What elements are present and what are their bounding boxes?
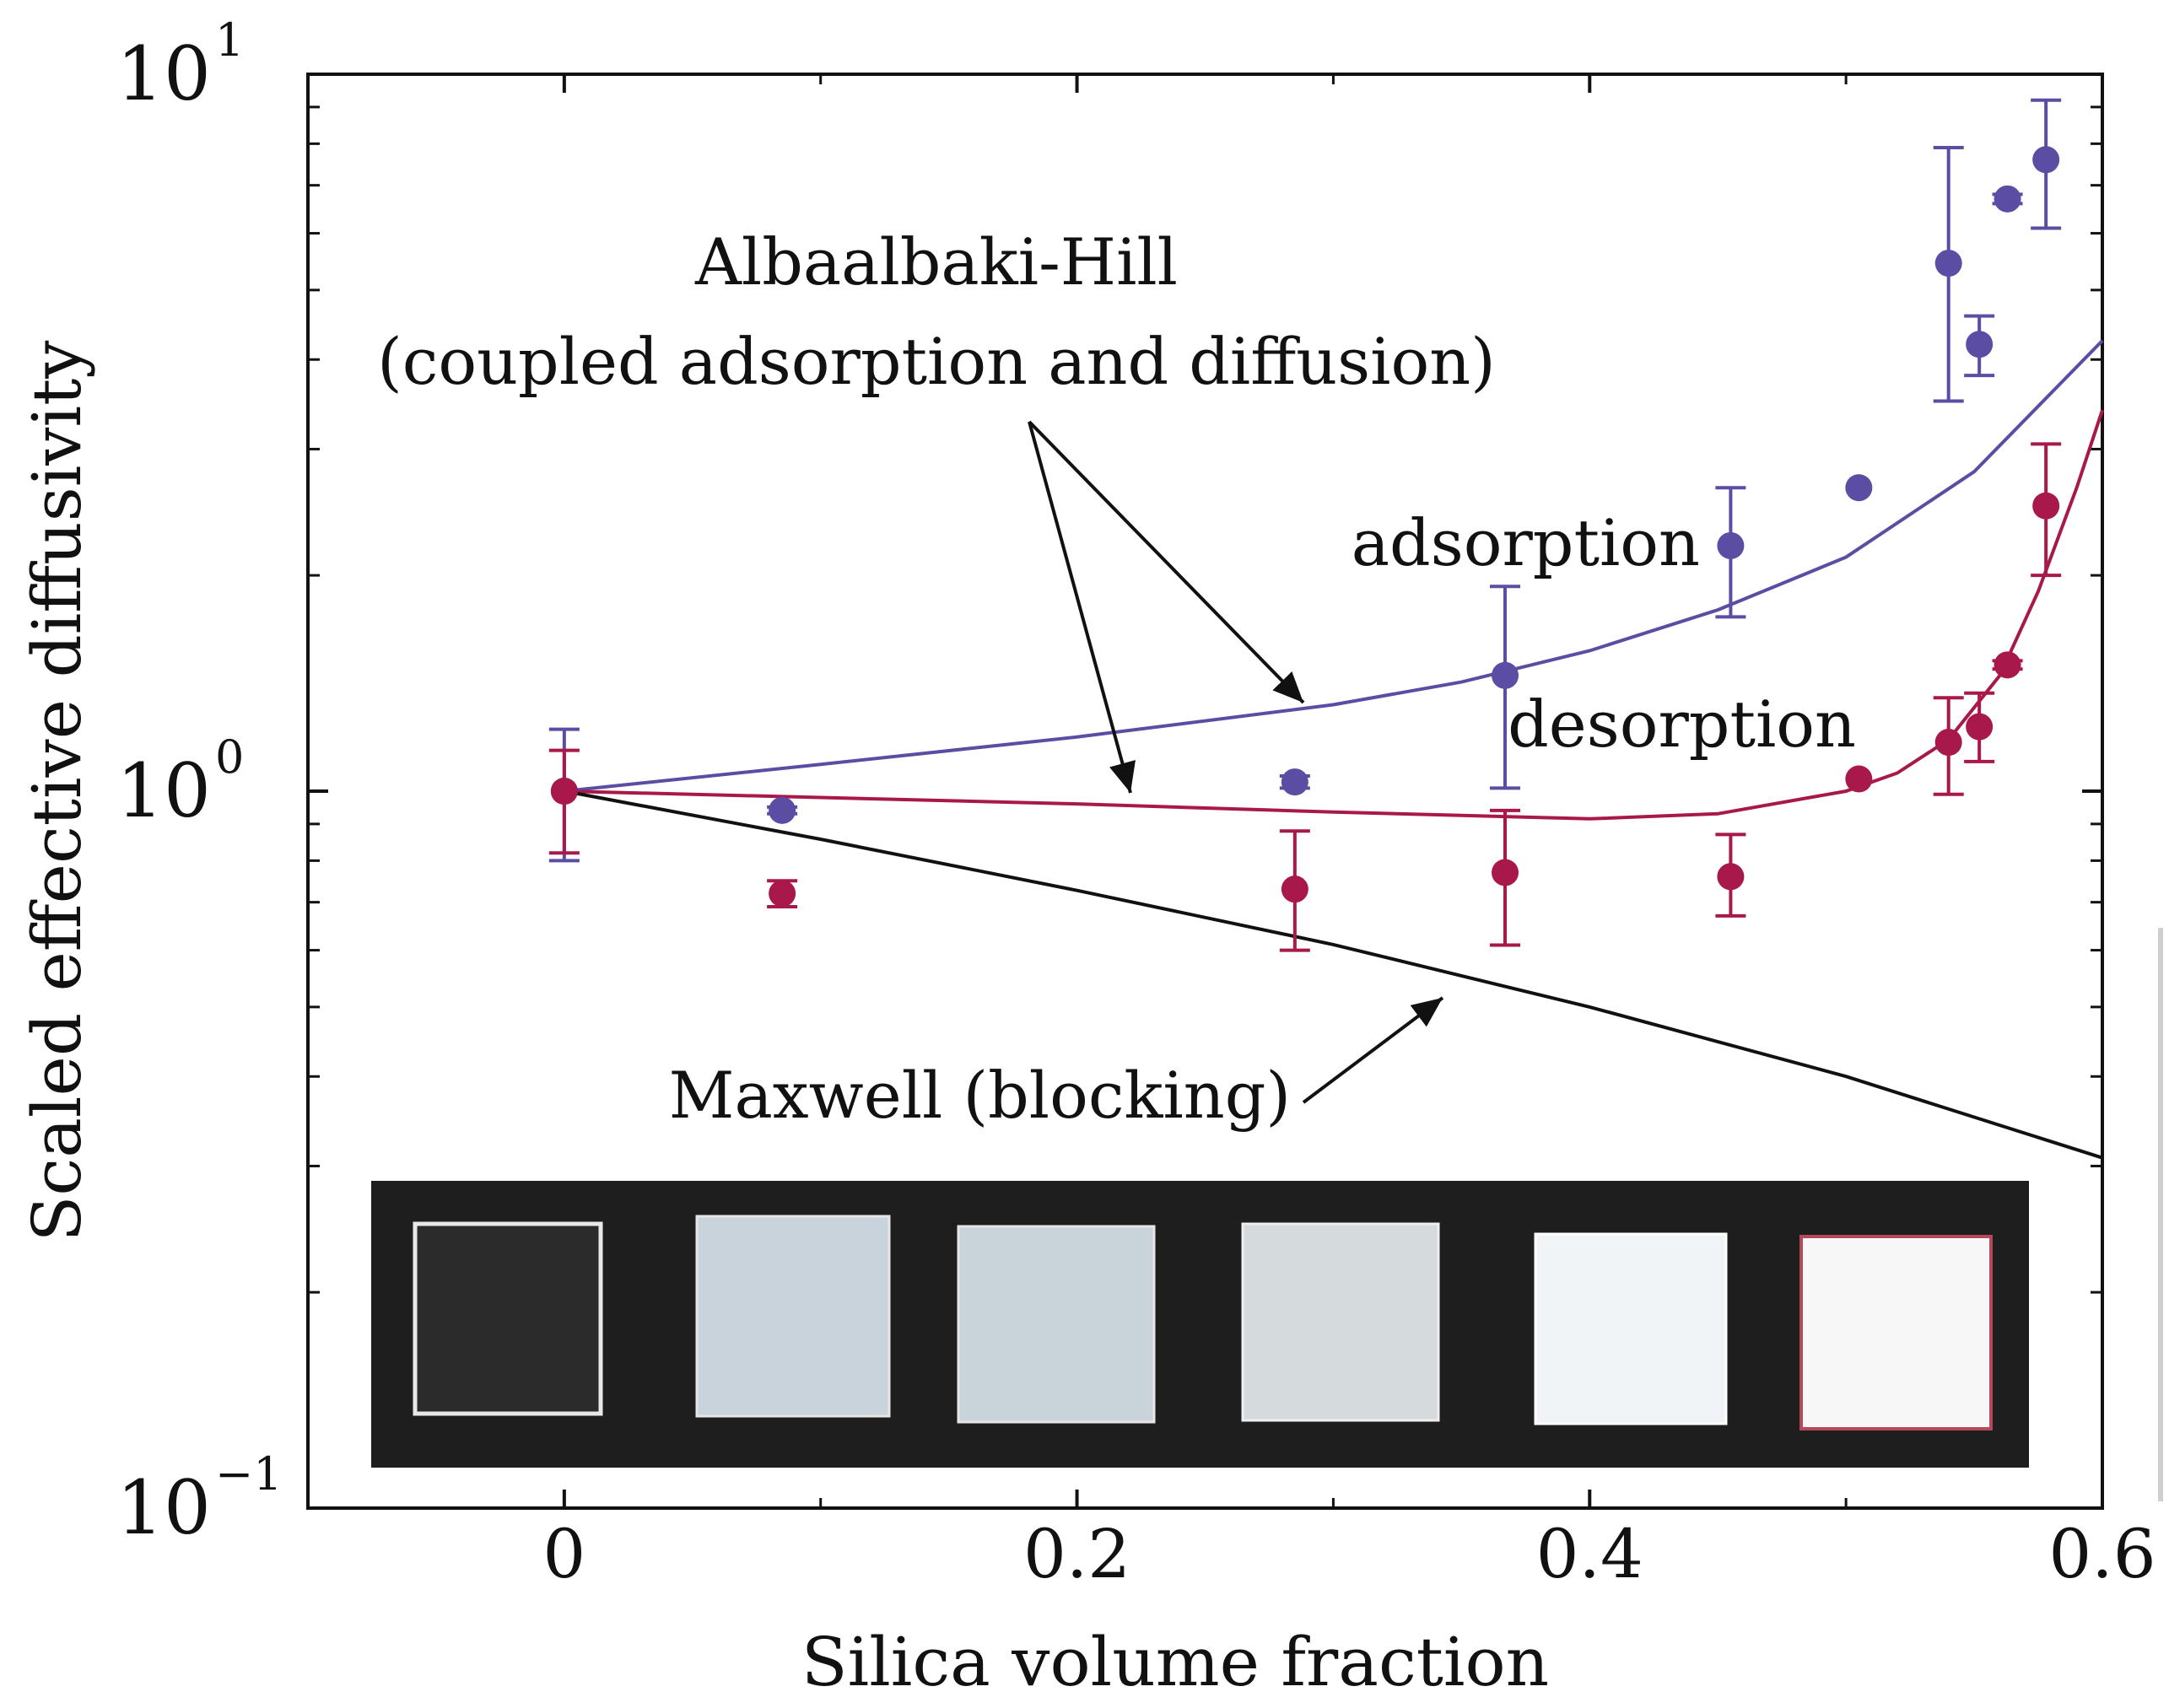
adsorption-data-point <box>1966 331 1994 358</box>
adsorption-data-point <box>1281 768 1308 796</box>
x-tick-label: 0.4 <box>1536 1515 1643 1593</box>
adsorption-data-point <box>1492 661 1519 689</box>
adsorption-model-curve <box>564 339 2104 793</box>
desorption-data-point <box>2032 492 2060 520</box>
desorption-data-point <box>1717 863 1745 891</box>
adsorption-data-point <box>1994 185 2021 213</box>
sample-square-3 <box>957 1225 1156 1424</box>
annotation-maxwell: Maxwell (blocking) <box>669 1058 1291 1133</box>
adsorption-data-point <box>1717 531 1745 559</box>
arrow-to-maxwell-curve <box>1302 996 1444 1104</box>
minor-ticks <box>306 74 2102 1508</box>
adsorption-data-point <box>1934 250 1962 277</box>
maxwell-model-curve <box>564 789 2103 1160</box>
desorption-data-point <box>1994 651 2021 679</box>
x-tick-label: 0.2 <box>1023 1515 1130 1593</box>
sample-square-4 <box>1241 1222 1440 1422</box>
photo-background <box>371 1181 2029 1468</box>
annotation-adsorption: adsorption <box>1352 505 1700 580</box>
sample-square-5 <box>1534 1232 1728 1425</box>
desorption-model-curve <box>564 409 2104 821</box>
adsorption-data-point <box>769 796 796 824</box>
desorption-data-point <box>550 778 578 805</box>
arrow-to-desorption-curve <box>1028 421 1136 794</box>
desorption-data-point <box>769 880 796 908</box>
annotation-model-subtitle: (coupled adsorption and diffusion) <box>377 324 1496 399</box>
desorption-data-point <box>1492 859 1519 886</box>
adsorption-data-point <box>2032 146 2060 174</box>
arrow-to-adsorption-curve <box>1028 420 1305 704</box>
sample-square-6 <box>1799 1235 1993 1431</box>
desorption-data-point <box>1281 876 1308 903</box>
x-axis-label: Silica volume fraction <box>801 1623 1549 1701</box>
sample-photo-inset <box>371 1181 2029 1468</box>
x-tick-label: 0 <box>542 1515 585 1593</box>
desorption-data-point <box>1845 765 1873 793</box>
edge-artifact <box>2158 928 2163 1501</box>
y-axis-label: Scaled effective diffusivity <box>18 341 96 1242</box>
x-tick-label: 0.6 <box>2048 1515 2156 1593</box>
y-tick-label: 10 <box>116 1464 211 1551</box>
sample-square-1 <box>413 1221 603 1416</box>
y-tick-label-exponent: 0 <box>215 730 244 784</box>
annotation-desorption: desorption <box>1508 687 1856 762</box>
sample-square-2 <box>695 1215 891 1418</box>
desorption-data-point <box>1934 729 1962 757</box>
annotation-model-title: Albaalbaki-Hill <box>694 224 1178 299</box>
y-tick-label-exponent: −1 <box>215 1447 283 1501</box>
y-tick-label: 10 <box>116 30 211 117</box>
adsorption-data-point <box>1845 474 1873 502</box>
major-ticks <box>308 73 2104 1510</box>
model-curves <box>564 339 2104 1160</box>
desorption-data-point <box>1966 713 1994 741</box>
y-tick-label: 10 <box>116 747 211 834</box>
data-points <box>550 146 2060 908</box>
y-tick-label-exponent: 1 <box>215 13 244 67</box>
